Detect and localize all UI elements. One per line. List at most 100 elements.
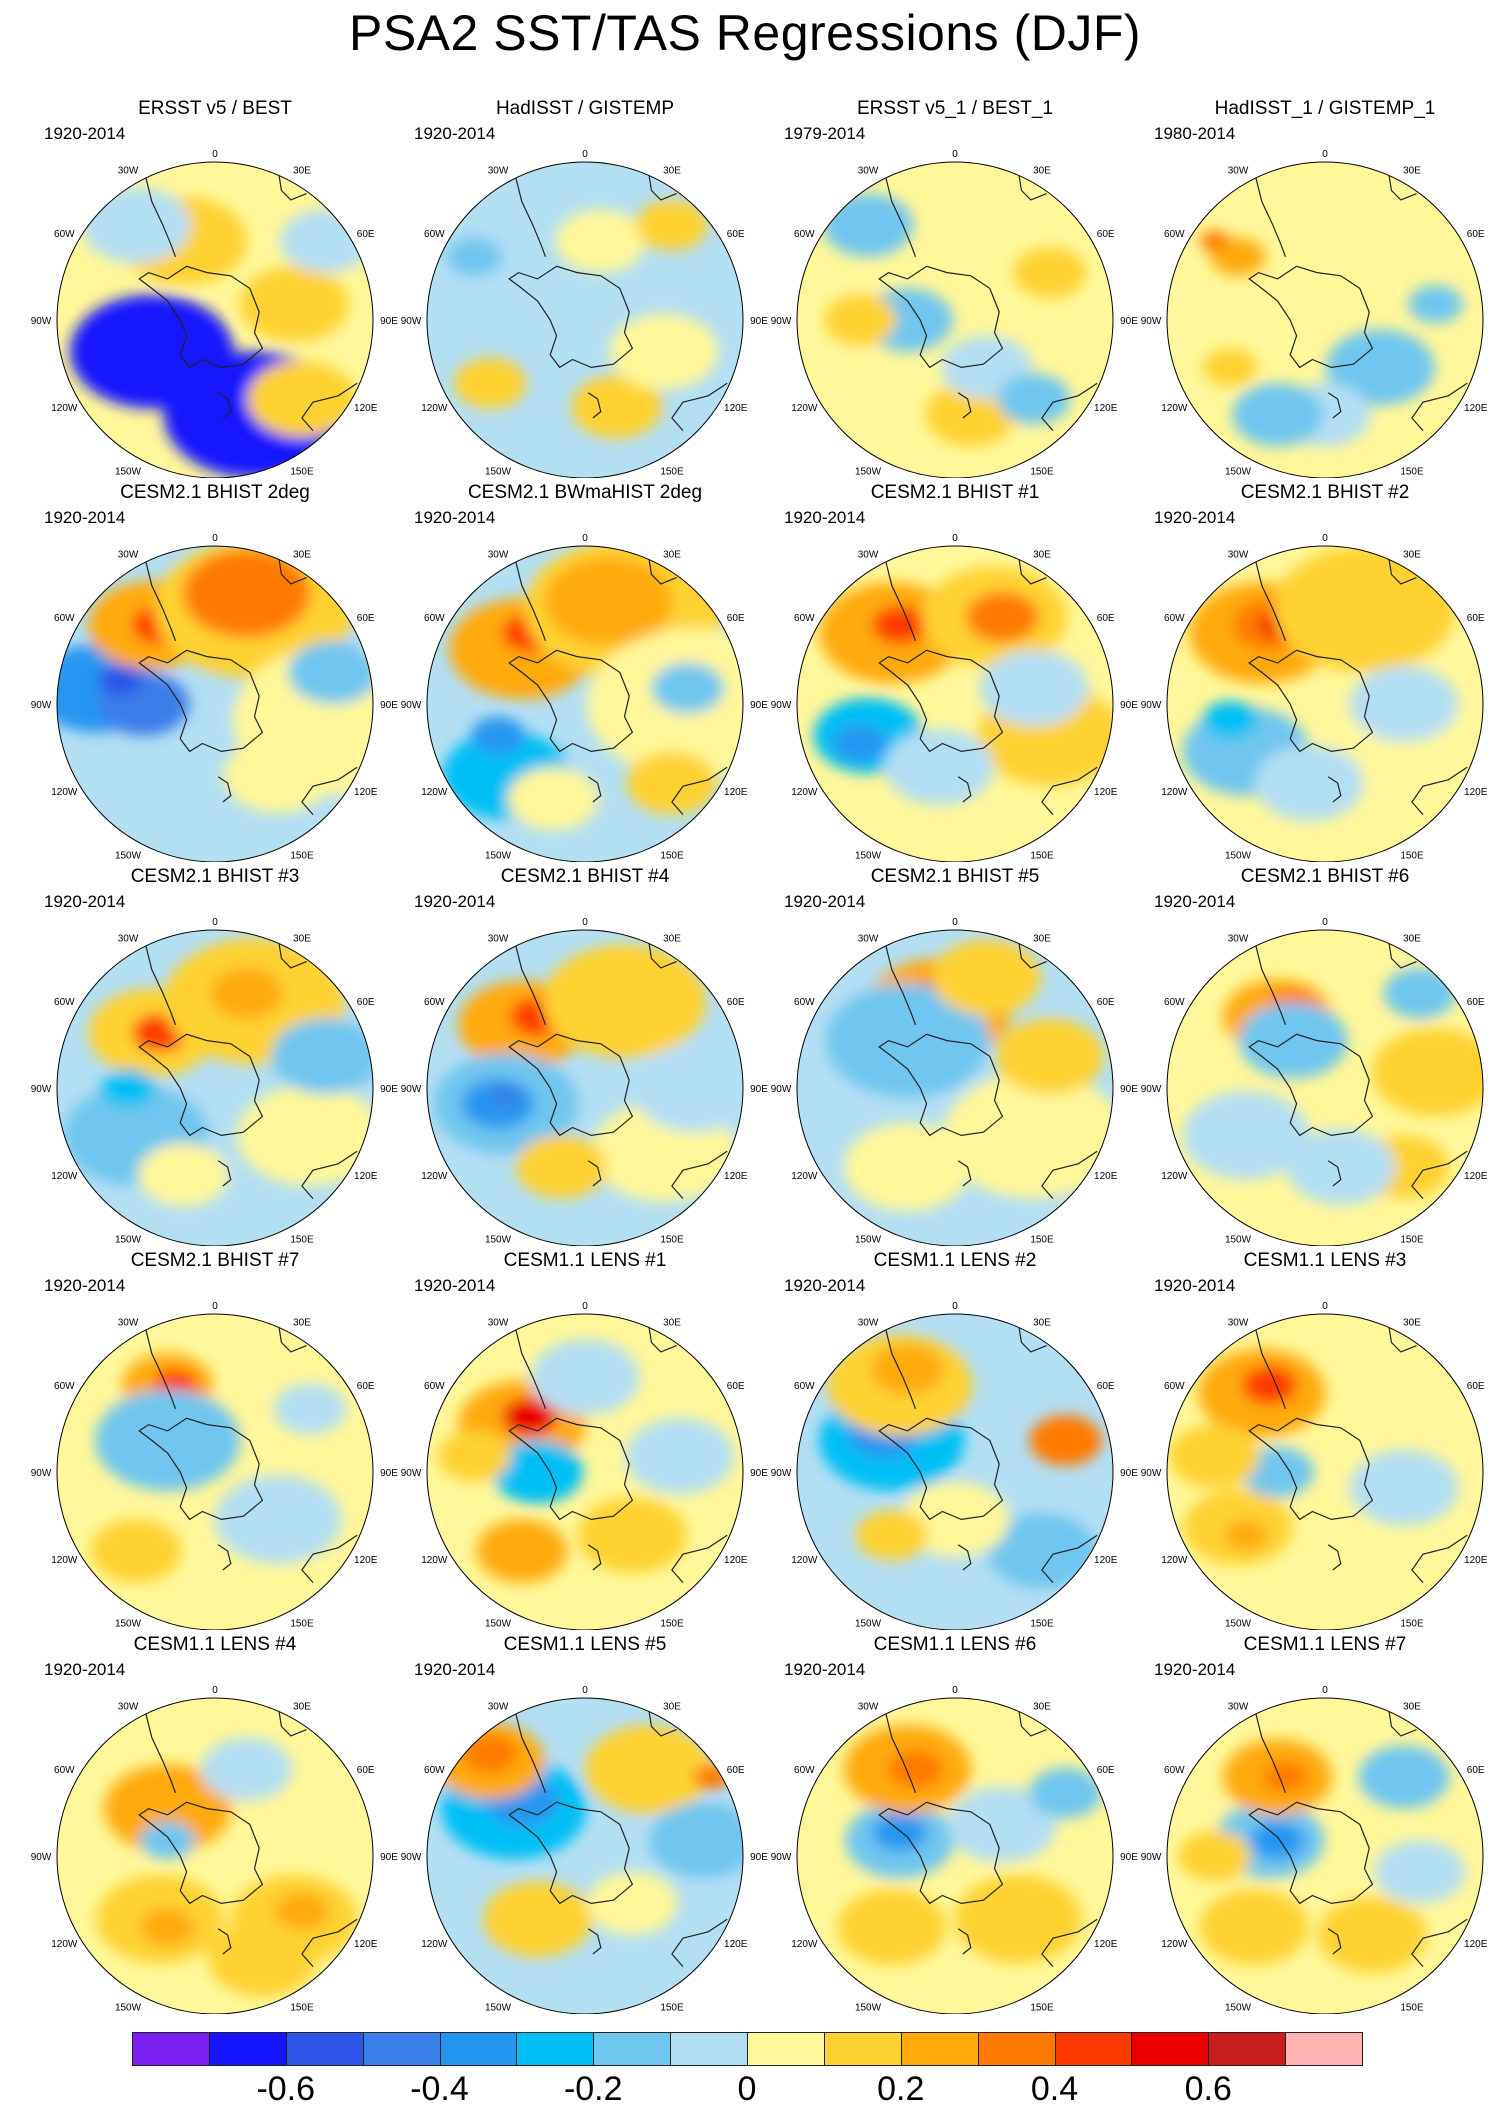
longitude-label: 150E: [1030, 467, 1054, 478]
anomaly-region: [223, 737, 333, 814]
longitude-label: 0: [1322, 1301, 1328, 1312]
longitude-label: 0: [582, 917, 588, 928]
continent-coastline: [587, 392, 602, 419]
continent-coastline: [587, 776, 602, 803]
map-border: [426, 1313, 744, 1630]
map-border: [426, 161, 744, 478]
polar-map: 030E60E90E120E150E180150W120W90W60W30W: [771, 149, 1138, 478]
continent-coastline: [883, 169, 917, 258]
anomaly-region: [273, 1383, 347, 1435]
anomaly-region: [1250, 1821, 1305, 1860]
antarctica-coastline: [1248, 1801, 1374, 1905]
colorbar-tick-label: 0.4: [1030, 2070, 1079, 2108]
longitude-label: 60E: [1467, 229, 1485, 240]
continent-coastline: [647, 1705, 677, 1737]
longitude-label: 30W: [488, 165, 509, 176]
panel-year-range: 1920-2014: [414, 1276, 496, 1295]
antarctica-coastline: [138, 1417, 264, 1521]
map-panel: 030E60E90E120E150E180150W120W90W60W30WCE…: [770, 1634, 1140, 2014]
anomaly-region: [1254, 745, 1364, 821]
anomaly-region: [979, 650, 1089, 727]
longitude-label: 60W: [1164, 997, 1185, 1008]
anomaly-region: [1168, 1424, 1260, 1488]
longitude-label: 0: [212, 149, 218, 160]
longitude-label: 0: [952, 917, 958, 928]
map-panel: 030E60E90E120E150E180150W120W90W60W30WCE…: [30, 1634, 400, 2014]
longitude-label: 60W: [794, 613, 815, 624]
continent-coastline: [1017, 1705, 1047, 1737]
longitude-label: 150E: [660, 467, 684, 478]
longitude-label: 120E: [354, 787, 378, 798]
longitude-label: 60E: [727, 229, 745, 240]
longitude-label: 150W: [1225, 1619, 1252, 1630]
panel-title: CESM2.1 BWmaHIST 2deg: [467, 482, 703, 503]
longitude-label: 90W: [1141, 1468, 1162, 1479]
polar-map: 030E60E90E120E150E180150W120W90W60W30W: [771, 1685, 1138, 2014]
longitude-label: 30W: [858, 549, 879, 560]
longitude-label: 90W: [771, 316, 792, 327]
colorbar-tick-label: -0.4: [410, 2070, 469, 2108]
continent-coastline: [143, 1321, 177, 1410]
anomaly-region: [100, 1069, 156, 1107]
map-panel: 030E60E90E120E150E180150W120W90W60W30WCE…: [1140, 1250, 1490, 1630]
longitude-label: 150E: [1400, 1235, 1424, 1246]
map-border: [1166, 1697, 1484, 2014]
regression-field: [57, 546, 373, 862]
longitude-label: 90E: [750, 700, 768, 711]
polar-map: 030E60E90E120E150E180150W120W90W60W30W: [31, 1685, 398, 2014]
anomaly-region: [1202, 700, 1258, 739]
longitude-label: 120W: [421, 1939, 448, 1950]
anomaly-region: [1273, 546, 1456, 673]
anomaly-region: [1263, 1761, 1308, 1793]
panel-year-range: 1920-2014: [784, 1660, 866, 1679]
map-panel-grid: 030E60E90E120E150E180150W120W90W60W30W ER…: [31, 98, 1490, 2014]
map-border: [796, 1697, 1114, 2014]
longitude-label: 60E: [1097, 1381, 1115, 1392]
panel-title: ERSST v5 / BEST: [138, 98, 292, 119]
continent-coastline: [1041, 1918, 1098, 1967]
continent-coastline: [513, 937, 547, 1026]
longitude-label: 150E: [1400, 851, 1424, 862]
map-border: [796, 545, 1114, 862]
longitude-label: 30W: [488, 549, 509, 560]
longitude-label: 90W: [771, 700, 792, 711]
anomaly-region: [584, 1724, 712, 1814]
anomaly-region: [207, 1920, 317, 1997]
longitude-label: 90E: [1120, 1468, 1138, 1479]
anomaly-region: [823, 294, 897, 346]
longitude-label: 120E: [354, 1171, 378, 1182]
longitude-label: 120E: [1464, 1555, 1488, 1566]
continent-coastline: [1253, 169, 1287, 258]
longitude-label: 90W: [771, 1468, 792, 1479]
anomaly-region: [1372, 1027, 1483, 1117]
longitude-label: 60E: [1097, 229, 1115, 240]
longitude-label: 150W: [855, 1235, 882, 1246]
longitude-label: 0: [212, 1685, 218, 1696]
continent-coastline: [1327, 1160, 1342, 1187]
longitude-label: 60E: [727, 997, 745, 1008]
longitude-label: 30E: [1033, 1317, 1051, 1328]
longitude-label: 60E: [727, 613, 745, 624]
longitude-label: 150W: [115, 2003, 142, 2014]
longitude-label: 30E: [663, 1701, 681, 1712]
regression-field: [57, 930, 373, 1246]
longitude-label: 150E: [290, 1619, 314, 1630]
longitude-label: 30E: [1403, 549, 1421, 560]
longitude-label: 120W: [1161, 787, 1188, 798]
anomaly-region: [280, 209, 372, 273]
longitude-label: 90W: [1141, 1084, 1162, 1095]
longitude-label: 30W: [858, 1317, 879, 1328]
map-border: [56, 1313, 374, 1630]
map-panel: 030E60E90E120E150E180150W120W90W60W30WHa…: [400, 98, 770, 478]
antarctica-coastline: [1248, 649, 1374, 753]
panel-title: CESM2.1 BHIST #6: [1240, 866, 1410, 887]
polar-map: 030E60E90E120E150E180150W120W90W60W30W: [401, 917, 768, 1246]
anomaly-region: [239, 266, 349, 343]
longitude-label: 90E: [380, 1084, 398, 1095]
longitude-label: 30W: [858, 165, 879, 176]
regression-field: [57, 1698, 373, 2014]
panel-title: CESM2.1 BHIST #5: [870, 866, 1040, 887]
regression-field: [427, 1314, 743, 1630]
longitude-label: 150E: [1400, 2003, 1424, 2014]
panel-year-range: 1980-2014: [1154, 124, 1236, 143]
